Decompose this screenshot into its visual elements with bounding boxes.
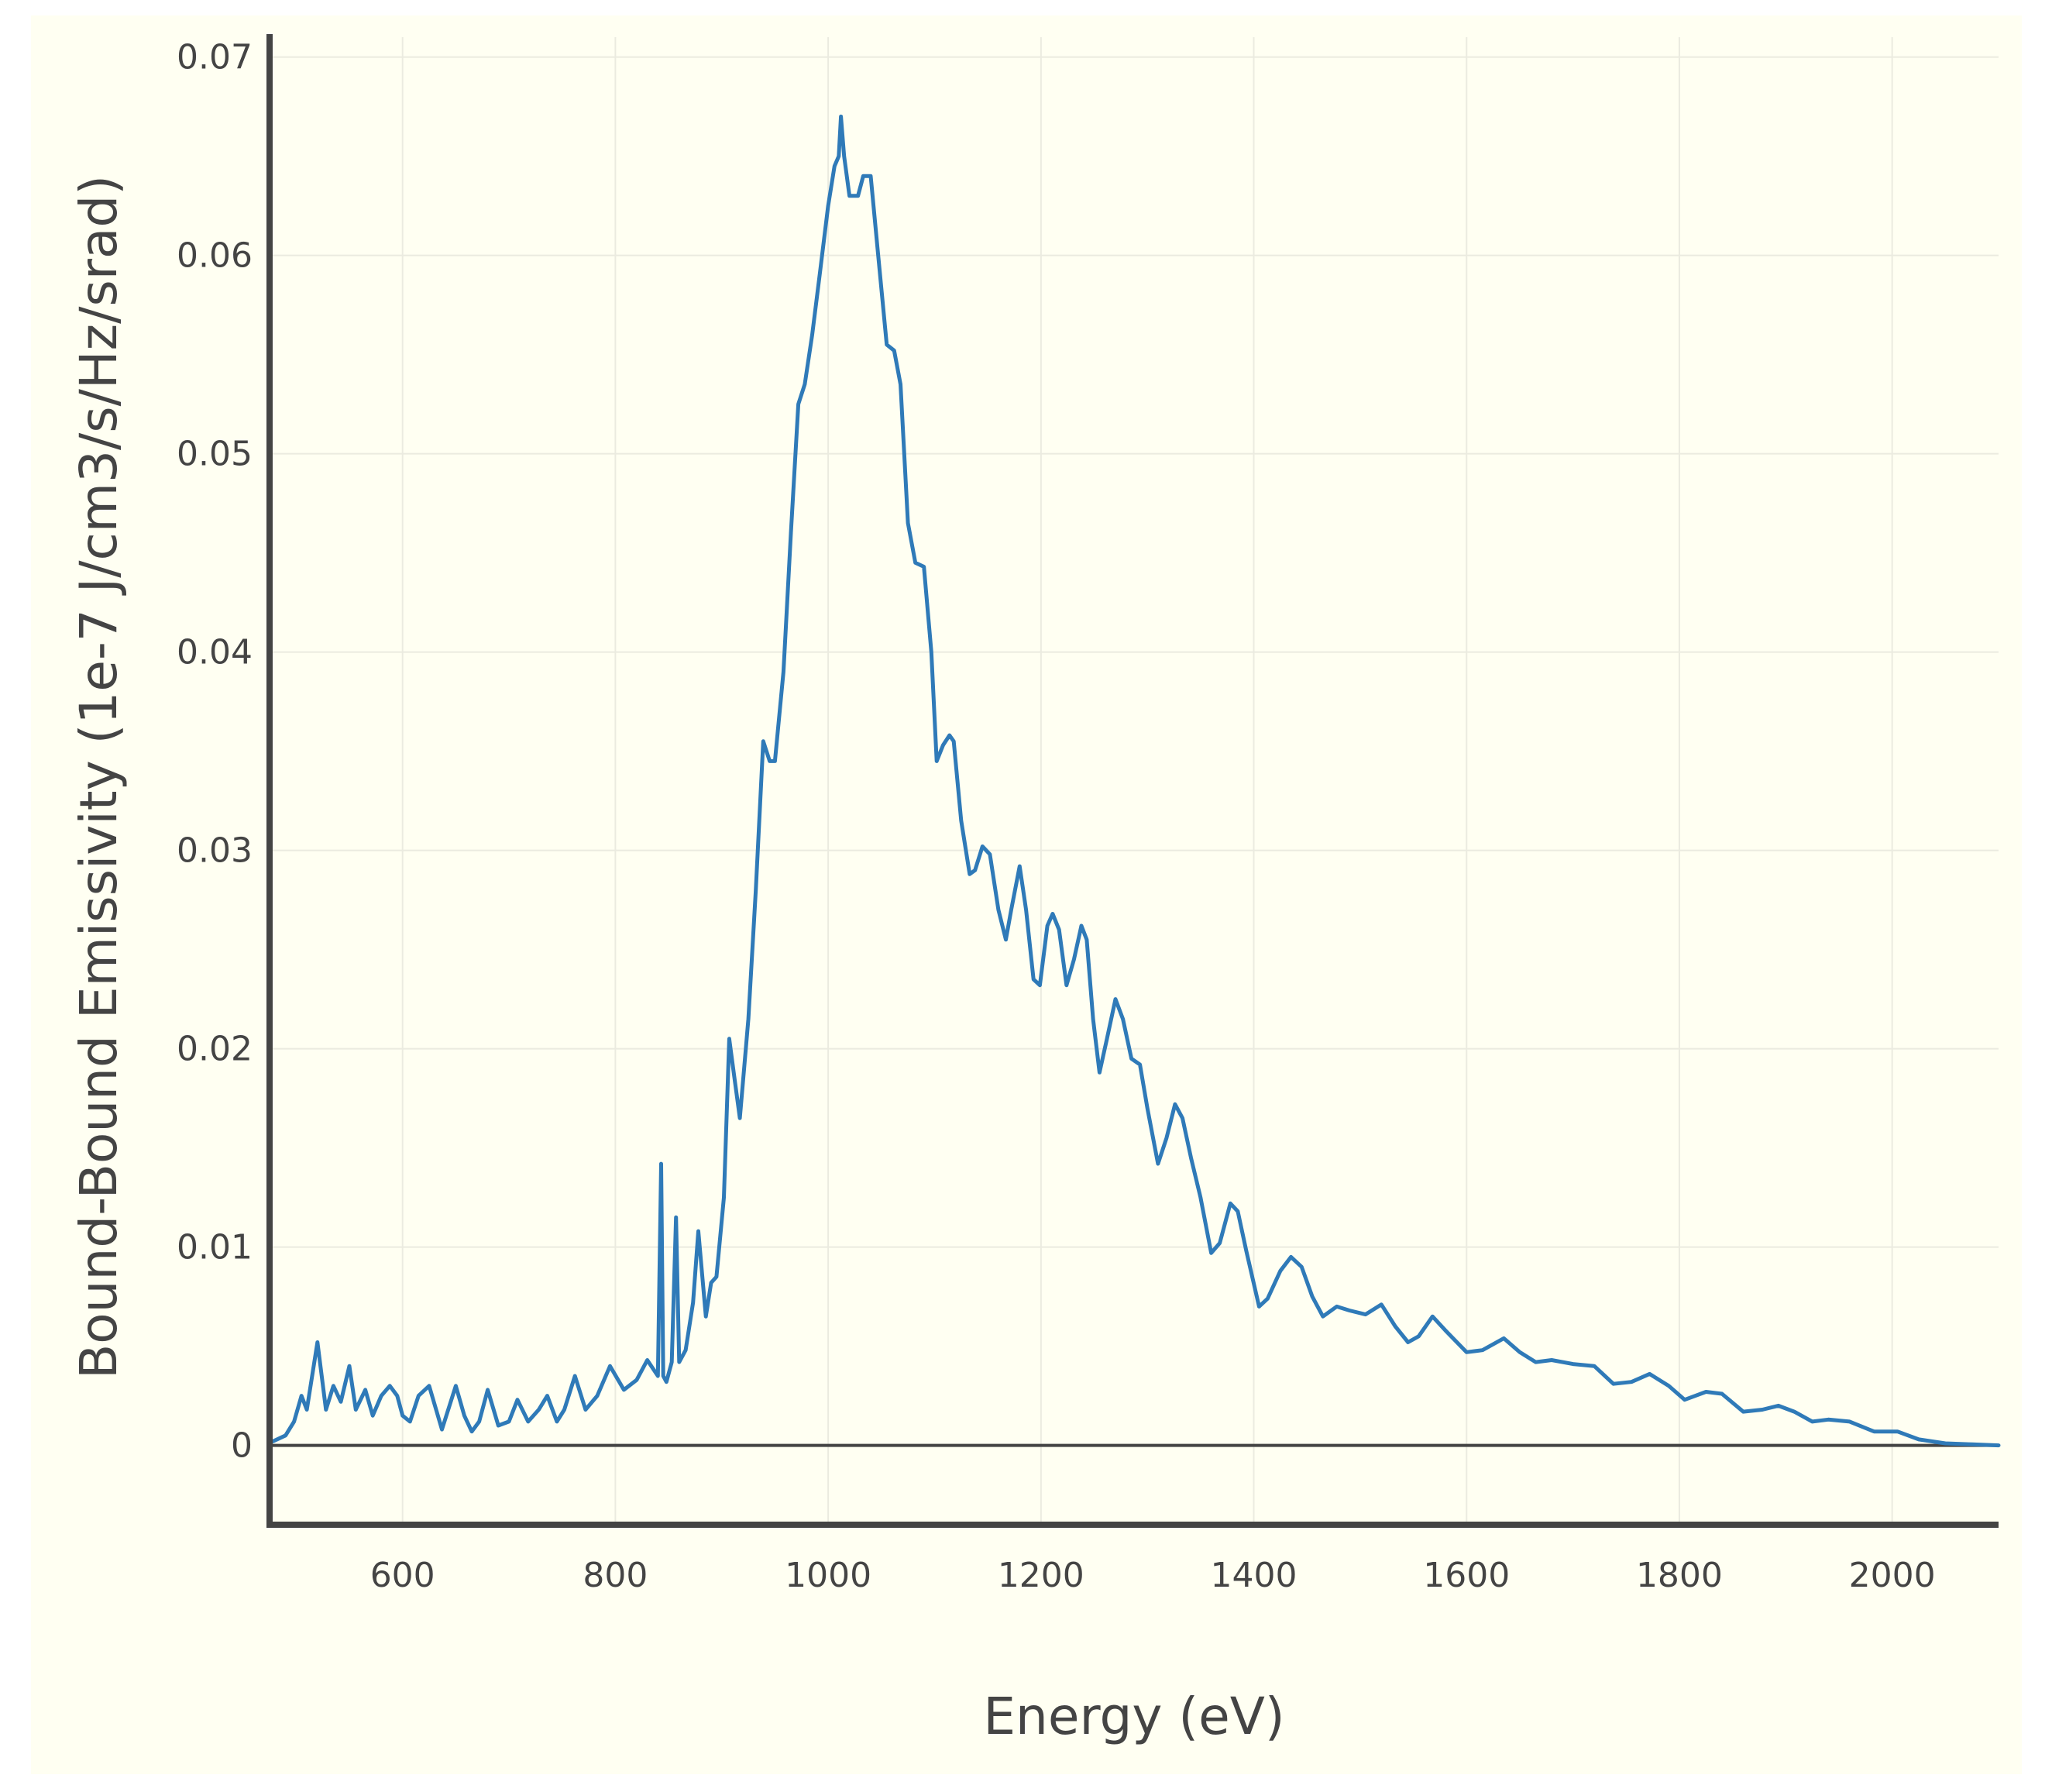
x-tick-label: 1400: [1211, 1556, 1298, 1595]
series-line: [270, 114, 2001, 1448]
tick-labels: 600 800 1000 1200 1400 1600 1800 2000 0 0.01 0.02 0…: [177, 38, 1936, 1595]
y-tick-label: 0.04: [177, 633, 253, 672]
y-axis-title: Bound-Bound Emissivity (1e-7 J/cm3/s/Hz/…: [69, 175, 129, 1379]
series-layer: [270, 114, 2001, 1448]
x-tick-label: 1000: [785, 1556, 871, 1595]
x-axis-title: Energy (eV): [983, 1687, 1284, 1746]
x-tick-label: 1200: [998, 1556, 1084, 1595]
x-tick-label: 800: [583, 1556, 648, 1595]
axis-lines: [266, 34, 1999, 1528]
y-tick-label: 0.02: [177, 1030, 253, 1069]
y-tick-label: 0.06: [177, 236, 253, 276]
x-tick-label: 2000: [1849, 1556, 1936, 1595]
x-tick-label: 600: [370, 1556, 435, 1595]
grid-lines: [270, 37, 1999, 1525]
y-tick-label: 0.03: [177, 831, 253, 871]
y-tick-label: 0: [231, 1426, 253, 1466]
plot-background: [270, 37, 1999, 1525]
x-tick-label: 1800: [1636, 1556, 1723, 1595]
x-tick-label: 1600: [1423, 1556, 1510, 1595]
y-tick-label: 0.05: [177, 435, 253, 474]
y-tick-label: 0.07: [177, 38, 253, 77]
y-tick-label: 0.01: [177, 1228, 253, 1267]
